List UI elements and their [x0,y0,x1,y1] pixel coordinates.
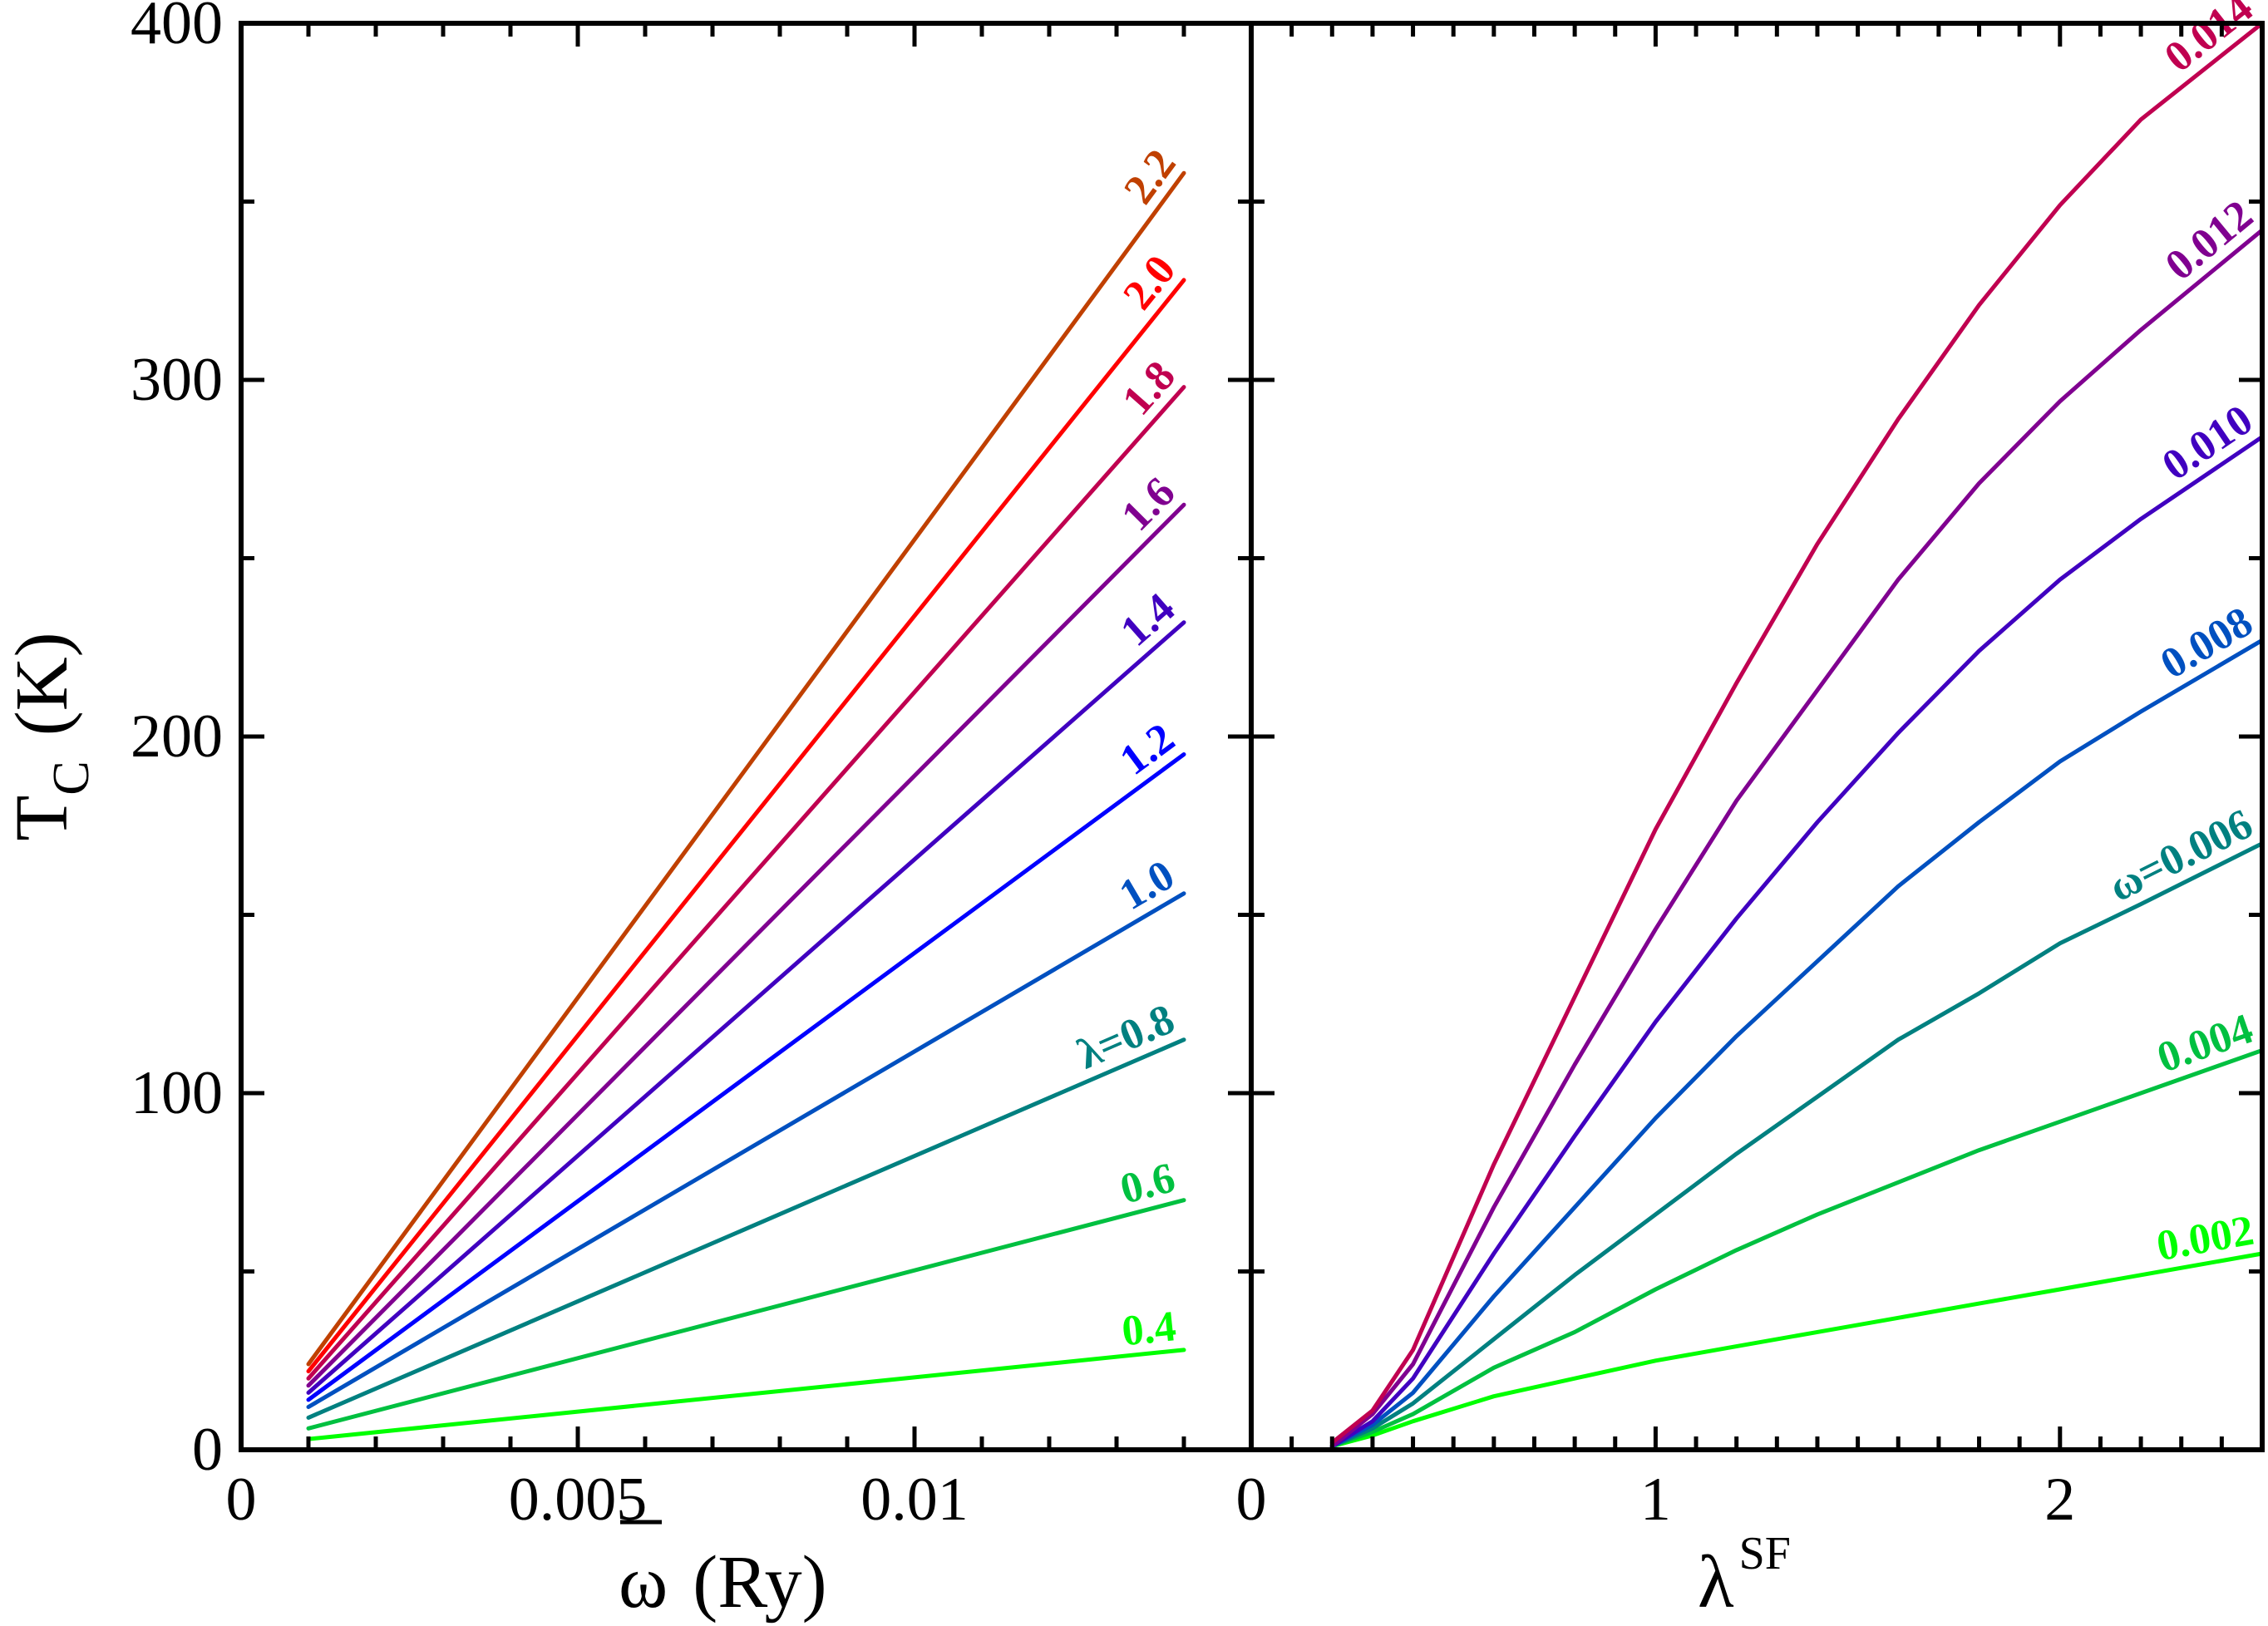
left-x-tick-label: 0.01 [860,1466,969,1534]
left-series-line-5 [306,620,1186,1395]
right-series-line-2 [1329,841,2265,1449]
left-x-axis-title-main: ω [619,1541,668,1624]
left-series-line-9 [306,170,1186,1367]
left-series-line-7 [306,385,1186,1381]
y-axis-title-main: T [1,796,83,841]
left-y-tick-label: 400 [131,0,223,57]
right-x-tick-label: 0 [1236,1466,1267,1534]
right-x-axis-title: λ SF [1698,1528,1791,1624]
right-series-line-5 [1329,228,2265,1449]
left-series-label-0: 0.4 [1120,1303,1178,1355]
right-tick-labels: 0 1 2 [1236,1466,2076,1534]
right-series-line-6 [1329,21,2265,1445]
right-series-line-4 [1329,435,2265,1449]
y-axis-title: TC (K) [1,632,100,840]
right-series-line-1 [1329,1048,2265,1449]
right-series-group [1329,21,2265,1449]
left-x-axis-title-unit: (Ry) [693,1541,826,1624]
left-series-line-0 [306,1348,1186,1441]
left-series-line-1 [306,1198,1186,1431]
left-y-tick-label: 100 [131,1059,223,1127]
right-series-line-0 [1329,1251,2265,1449]
right-x-tick-label: 1 [1640,1466,1671,1534]
left-series-line-6 [306,502,1186,1388]
y-axis-title-subscript: C [43,761,100,795]
left-series-line-8 [306,278,1186,1374]
right-series-line-3 [1329,638,2265,1449]
left-y-tick-label: 0 [192,1416,223,1484]
left-x-axis-title: ω (Ry) [619,1541,827,1624]
left-series-line-2 [306,1037,1186,1420]
right-x-axis-title-main: λ [1698,1541,1734,1624]
left-y-tick-label: 200 [131,702,223,771]
left-series-line-3 [306,891,1186,1409]
left-x-tick-label: 0 [226,1466,257,1534]
left-series-group [306,170,1186,1441]
y-axis-title-unit: (K) [1,632,83,736]
left-y-tick-label: 300 [131,346,223,414]
right-x-tick-label: 2 [2044,1466,2075,1534]
right-plot-frame [1249,21,2265,1452]
right-x-axis-title-superscript: SF [1739,1528,1791,1579]
left-series-line-4 [306,752,1186,1402]
